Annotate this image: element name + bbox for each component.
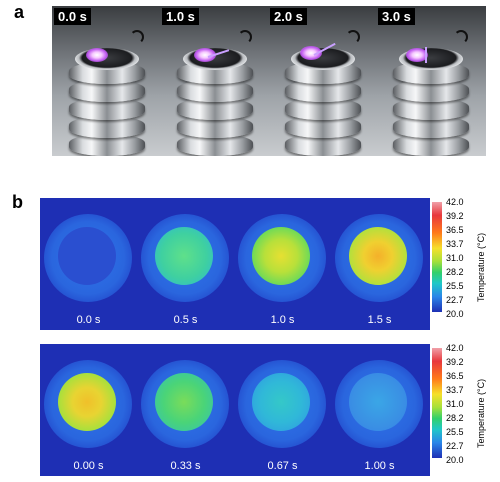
laser-spot [300, 46, 322, 60]
colorbar-tick: 42.0 [446, 197, 464, 207]
laser-beam [425, 47, 427, 63]
photo-frame-2: 1.0 s [160, 6, 270, 156]
laser-spot [406, 48, 428, 62]
magnet-stack [69, 48, 145, 156]
colorbar-title: Temperature (°C) [476, 232, 486, 302]
laser-spot [194, 48, 216, 62]
colorbar-title: Temperature (°C) [476, 378, 486, 448]
thermal-disk [141, 360, 229, 448]
thermal-time-label: 0.67 s [267, 460, 298, 472]
rotation-arrow-icon [346, 30, 360, 44]
rotation-arrow-icon [454, 30, 468, 44]
photo-time-label: 0.0 s [54, 8, 91, 25]
thermal-disk [335, 214, 423, 302]
photo-frame-4: 3.0 s [376, 6, 486, 156]
thermal-time-label: 1.00 s [364, 460, 395, 472]
colorbar-cooling [432, 348, 442, 458]
thermal-time-label: 0.0 s [76, 314, 101, 326]
colorbar-tick: 20.0 [446, 309, 464, 319]
colorbar-tick: 36.5 [446, 371, 464, 381]
colorbar-tick: 25.5 [446, 427, 464, 437]
thermal-time-label: 0.5 s [173, 314, 198, 326]
thermal-disk [44, 214, 132, 302]
photo-time-label: 2.0 s [270, 8, 307, 25]
colorbar-tick: 33.7 [446, 239, 464, 249]
colorbar-tick: 31.0 [446, 399, 464, 409]
colorbar-tick: 25.5 [446, 281, 464, 291]
colorbar-tick: 28.2 [446, 413, 464, 423]
rotation-arrow-icon [130, 30, 144, 44]
thermal-time-label: 1.0 s [270, 314, 295, 326]
colorbar-tick: 20.0 [446, 455, 464, 465]
photo-frame-1: 0.0 s [52, 6, 162, 156]
colorbar-tick: 33.7 [446, 385, 464, 395]
thermal-disk [335, 360, 423, 448]
thermal-time-label: 0.00 s [73, 460, 104, 472]
colorbar-tick: 28.2 [446, 267, 464, 277]
colorbar-tick: 42.0 [446, 343, 464, 353]
photo-frame-3: 2.0 s [268, 6, 378, 156]
laser-spot [86, 48, 108, 62]
photo-time-label: 3.0 s [378, 8, 415, 25]
colorbar-heating [432, 202, 442, 312]
colorbar-tick: 39.2 [446, 357, 464, 367]
rotation-arrow-icon [238, 30, 252, 44]
thermal-time-label: 0.33 s [170, 460, 201, 472]
colorbar-tick: 36.5 [446, 225, 464, 235]
photo-time-label: 1.0 s [162, 8, 199, 25]
colorbar-tick: 39.2 [446, 211, 464, 221]
panel-b-letter: b [12, 192, 23, 212]
thermal-disk [44, 360, 132, 448]
magnet-stack [285, 48, 361, 156]
thermal-disk [238, 360, 326, 448]
thermal-image-heating: 0.0 s 0.5 s 1.0 s 1.5 s [40, 198, 430, 330]
colorbar-tick: 22.7 [446, 295, 464, 305]
panel-a-letter: a [14, 2, 25, 22]
thermal-disk [238, 214, 326, 302]
colorbar-tick: 22.7 [446, 441, 464, 451]
thermal-disk [141, 214, 229, 302]
magnet-stack [177, 48, 253, 156]
magnet-stack [393, 48, 469, 156]
colorbar-tick: 31.0 [446, 253, 464, 263]
thermal-time-label: 1.5 s [367, 314, 392, 326]
thermal-image-cooling: 0.00 s 0.33 s 0.67 s 1.00 s [40, 344, 430, 476]
